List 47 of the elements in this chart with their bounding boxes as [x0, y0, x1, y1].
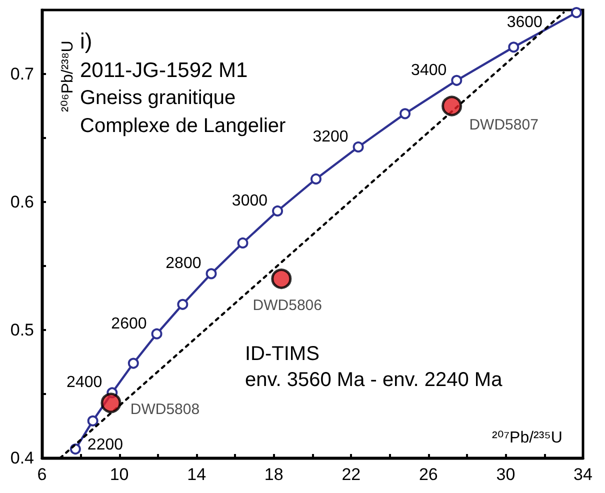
text: i)	[80, 28, 92, 54]
point	[100, 392, 122, 414]
x-axis-title: ²⁰⁷Pb/²³⁵U	[492, 430, 562, 446]
data-label: DWD5808	[130, 401, 200, 418]
y-axis-title: ²⁰⁶Pb/²³⁸U	[60, 40, 76, 112]
point	[206, 268, 217, 280]
point	[310, 173, 322, 184]
point	[237, 237, 248, 248]
annotation: 2011-JG-1592 M1	[80, 59, 248, 82]
point	[272, 205, 284, 216]
point	[400, 108, 411, 120]
y-tick-label: 0.7	[10, 64, 34, 84]
annotation: 3000	[232, 192, 268, 210]
annotation: 3600	[506, 14, 543, 32]
x-tick-label: 34	[574, 465, 592, 484]
annotation: Complexe de Langelier	[80, 115, 286, 137]
point	[128, 358, 139, 369]
annotation: 2600	[111, 315, 147, 332]
data-label: DWD5807	[469, 116, 538, 134]
annotation: env. 3560 Ma - env. 2240 Ma	[245, 369, 504, 391]
annotation: 2200	[87, 436, 124, 454]
point	[442, 96, 462, 116]
point	[177, 298, 188, 310]
y-tick-label: 0.6	[10, 192, 34, 212]
annotation: 2400	[66, 374, 102, 392]
y-tick-label: 0.5	[10, 320, 34, 340]
annotation: Gneiss granitique	[80, 87, 236, 109]
x-tick-label: 30	[496, 465, 516, 484]
annotation: 3200	[312, 128, 348, 146]
point	[271, 268, 292, 290]
point	[352, 141, 364, 152]
x-tick-label: 10	[110, 465, 129, 484]
x-tick-label: 26	[418, 465, 438, 484]
x-tick-label: 14	[187, 465, 206, 484]
point	[451, 74, 462, 86]
point	[151, 328, 162, 340]
annotation: 2800	[166, 255, 202, 272]
point	[87, 415, 98, 426]
x-tick-label: 22	[342, 465, 361, 484]
annotation: 3400	[411, 62, 447, 79]
point	[570, 7, 582, 18]
y-tick-label: 0.4	[10, 448, 34, 468]
x-tick-label: 18	[264, 465, 284, 484]
point	[508, 42, 520, 53]
x-tick-label: 6	[37, 465, 47, 484]
data-label: DWD5806	[252, 297, 322, 314]
annotation: ID-TIMS	[245, 343, 320, 365]
